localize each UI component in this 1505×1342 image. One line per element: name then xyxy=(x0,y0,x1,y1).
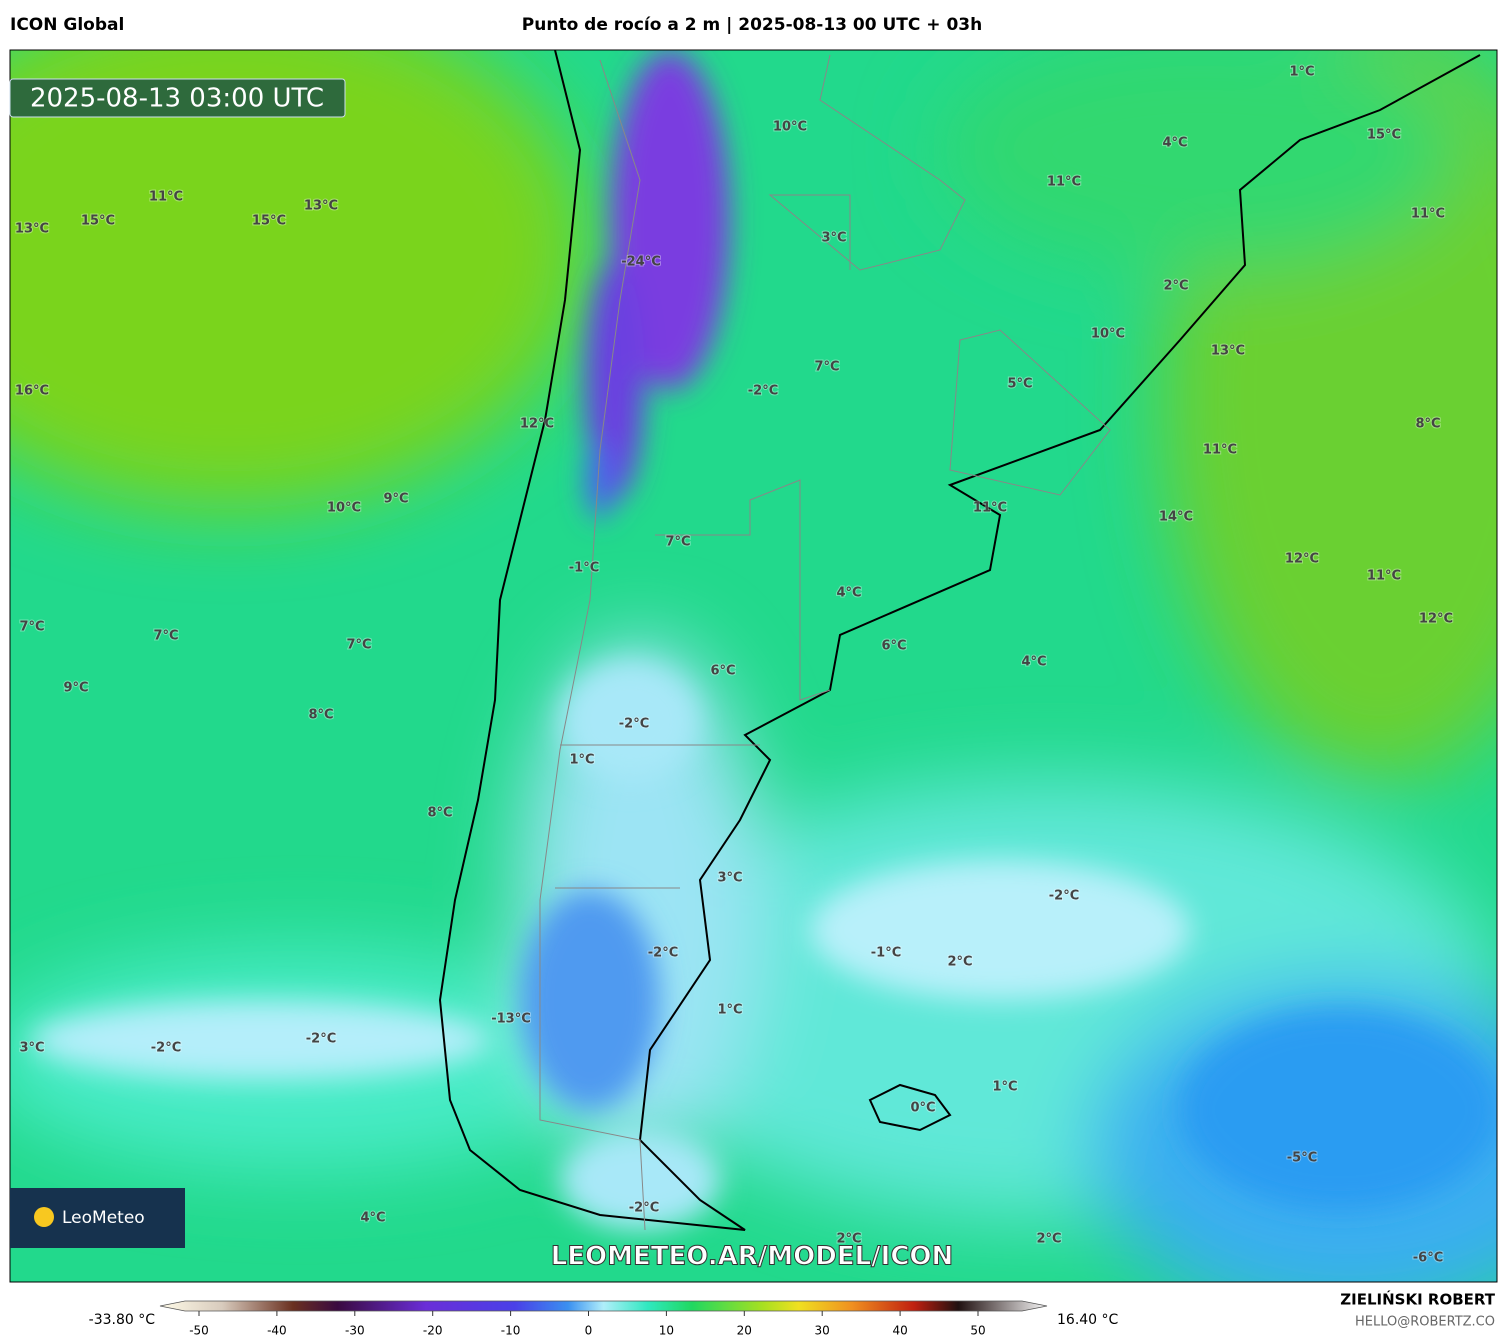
temperature-label: 8°C xyxy=(427,806,452,821)
colorbar-tick-label: 10 xyxy=(659,1324,674,1338)
temperature-label: 4°C xyxy=(1162,136,1187,151)
colorbar-tick-label: -30 xyxy=(345,1324,365,1338)
colorbar-tick-label: 40 xyxy=(892,1324,907,1338)
temperature-label: 8°C xyxy=(1415,417,1440,432)
temperature-label: -1°C xyxy=(569,561,599,576)
temperature-label: 13°C xyxy=(304,199,338,214)
temperature-label: 10°C xyxy=(327,501,361,516)
temperature-label: 9°C xyxy=(63,681,88,696)
temperature-label: 6°C xyxy=(710,664,735,679)
temperature-label: 3°C xyxy=(717,871,742,886)
borders xyxy=(539,54,1111,1231)
timestamp-box xyxy=(9,78,346,118)
temperature-label: 13°C xyxy=(15,222,49,237)
temperature-label: -24°C xyxy=(621,255,661,270)
temperature-label: 7°C xyxy=(19,620,44,635)
logo: LeoMeteo xyxy=(62,1208,145,1228)
temperature-label: 5°C xyxy=(1007,377,1032,392)
temperature-label: 7°C xyxy=(665,535,690,550)
temperature-label: 14°C xyxy=(1159,510,1193,525)
temperature-label: 2°C xyxy=(1036,1232,1061,1247)
map-title: Punto de rocío a 2 m | 2025-08-13 00 UTC… xyxy=(522,15,982,35)
temperature-label: 2°C xyxy=(1163,279,1188,294)
temperature-label: 11°C xyxy=(1367,569,1401,584)
temperature-label: 11°C xyxy=(149,190,183,205)
colorbar-tick-label: -40 xyxy=(267,1324,287,1338)
temperature-label: -2°C xyxy=(619,717,649,732)
colorbar xyxy=(159,1300,1048,1312)
colorbar-min: -33.80 °C xyxy=(89,1312,156,1328)
colorbar-tick-label: 30 xyxy=(815,1324,830,1338)
temperature-label: 12°C xyxy=(1419,612,1453,627)
temperature-label: -2°C xyxy=(748,384,778,399)
colorbar-tick-label: 20 xyxy=(737,1324,752,1338)
temperature-label: 11°C xyxy=(973,501,1007,516)
timestamp: 2025-08-13 03:00 UTC xyxy=(30,84,324,114)
temperature-label: 12°C xyxy=(1285,552,1319,567)
colorbar-tick-label: -10 xyxy=(501,1324,521,1338)
temperature-label: -2°C xyxy=(648,946,678,961)
temperature-label: 2°C xyxy=(947,955,972,970)
temperature-label: 1°C xyxy=(992,1080,1017,1095)
temperature-label: 4°C xyxy=(836,586,861,601)
falkland-islands xyxy=(868,1083,952,1132)
temperature-label: 10°C xyxy=(773,120,807,135)
colorbar-tick-label: -20 xyxy=(423,1324,443,1338)
temperature-label: 11°C xyxy=(1203,443,1237,458)
temperature-label: 6°C xyxy=(881,639,906,654)
temperature-label: 15°C xyxy=(81,214,115,229)
temperature-label: 15°C xyxy=(1367,128,1401,143)
model-name: ICON Global xyxy=(10,15,124,35)
temperature-label: 10°C xyxy=(1091,327,1125,342)
temperature-label: 7°C xyxy=(814,360,839,375)
temperature-label: 1°C xyxy=(1289,65,1314,80)
temperature-label: -6°C xyxy=(1413,1251,1443,1266)
temperature-label: -1°C xyxy=(871,946,901,961)
colorbar-ticks: -50 -40 -30 -20 -10 0 10 20 30 40 50 xyxy=(189,1311,986,1338)
colorbar-tick-label: 50 xyxy=(970,1324,985,1338)
temperature-label: 3°C xyxy=(821,231,846,246)
author: ZIELIŃSKI ROBERT xyxy=(1340,1290,1495,1309)
temperature-label: 15°C xyxy=(252,214,286,229)
temperature-label: 4°C xyxy=(360,1211,385,1226)
map-frame xyxy=(9,49,1498,1283)
temperature-label: 7°C xyxy=(346,638,371,653)
coastline xyxy=(438,50,1481,1231)
temperature-label: 1°C xyxy=(717,1003,742,1018)
temperature-label: -2°C xyxy=(151,1041,181,1056)
colorbar-tick-label: -50 xyxy=(189,1324,209,1338)
colorbar-tick-label: 0 xyxy=(585,1324,593,1338)
temperature-label: 16°C xyxy=(15,384,49,399)
temperature-label: 9°C xyxy=(383,492,408,507)
temperature-label: -2°C xyxy=(629,1201,659,1216)
logo-sun xyxy=(34,1207,54,1227)
temperature-label: 11°C xyxy=(1047,175,1081,190)
contact: HELLO@ROBERTZ.CO xyxy=(1355,1315,1495,1330)
temperature-label: 4°C xyxy=(1021,655,1046,670)
temperature-label: -2°C xyxy=(306,1032,336,1047)
temperature-labels: 1°C 10°C 15°C 4°C 11°C 11°C 13°C 15°C 15°C 13°C 11… xyxy=(14,64,1454,1267)
temperature-label: 12°C xyxy=(520,417,554,432)
watermark: LEOMETEO.AR/MODEL/ICON xyxy=(551,1242,954,1272)
temperature-label: -2°C xyxy=(1049,889,1079,904)
temperature-label: 11°C xyxy=(1411,207,1445,222)
colorbar-max: 16.40 °C xyxy=(1057,1312,1119,1328)
temperature-label: 7°C xyxy=(153,629,178,644)
temperature-label: 1°C xyxy=(569,753,594,768)
temperature-label: 0°C xyxy=(910,1101,935,1116)
temperature-label: 3°C xyxy=(19,1041,44,1056)
temperature-label: -13°C xyxy=(491,1012,531,1027)
temperature-label: -5°C xyxy=(1287,1151,1317,1166)
temperature-label: 8°C xyxy=(308,708,333,723)
temperature-label: 13°C xyxy=(1211,344,1245,359)
temperature-label: 2°C xyxy=(836,1232,861,1247)
